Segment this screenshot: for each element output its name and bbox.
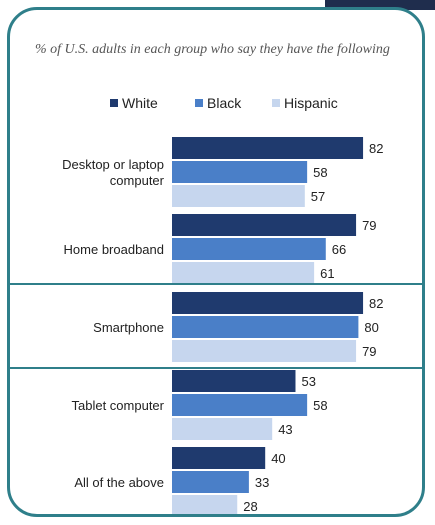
- category-label: computer: [110, 173, 165, 188]
- bar-value-label: 33: [255, 475, 269, 490]
- legend-label-black: Black: [207, 95, 242, 111]
- bar-value-label: 80: [364, 320, 378, 335]
- category-label: Desktop or laptop: [62, 157, 164, 172]
- bar-value-label: 43: [278, 422, 292, 437]
- bar-value-label: 53: [301, 374, 315, 389]
- category-label: All of the above: [74, 475, 164, 490]
- bar-white: [172, 137, 364, 159]
- bar-white: [172, 292, 364, 314]
- bar-value-label: 79: [362, 218, 376, 233]
- bar-hispanic: [172, 262, 315, 284]
- chart-subtitle: % of U.S. adults in each group who say t…: [35, 42, 390, 57]
- legend-swatch-black: [195, 99, 203, 107]
- legend-label-hispanic: Hispanic: [284, 95, 338, 111]
- bar-hispanic: [172, 185, 305, 207]
- bar-black: [172, 238, 326, 260]
- bar-value-label: 79: [362, 344, 376, 359]
- bar-white: [172, 370, 296, 392]
- bar-black: [172, 316, 359, 338]
- bar-hispanic: [172, 340, 357, 362]
- bar-black: [172, 394, 308, 416]
- category-label: Tablet computer: [72, 398, 165, 413]
- legend-item-black: Black: [195, 95, 241, 111]
- bar-value-label: 66: [332, 242, 346, 257]
- highlight-box-smartphone: [10, 283, 422, 369]
- bar-value-label: 40: [271, 451, 285, 466]
- bar-value-label: 82: [369, 296, 383, 311]
- corner-tab: [325, 0, 435, 10]
- category-label: Home broadband: [64, 242, 164, 257]
- bar-value-label: 82: [369, 141, 383, 156]
- bar-hispanic: [172, 418, 273, 440]
- bar-value-label: 57: [311, 189, 325, 204]
- category-label: Smartphone: [93, 320, 164, 335]
- legend-swatch-hispanic: [272, 99, 280, 107]
- legend-item-hispanic: Hispanic: [272, 95, 338, 111]
- chart-panel: % of U.S. adults in each group who say t…: [7, 7, 425, 517]
- bar-value-label: 58: [313, 165, 327, 180]
- bar-white: [172, 214, 357, 236]
- legend-swatch-white: [110, 99, 118, 107]
- bar-black: [172, 161, 308, 183]
- legend-item-white: White: [110, 95, 158, 111]
- bar-white: [172, 447, 266, 469]
- bar-black: [172, 471, 249, 493]
- bar-value-label: 28: [243, 499, 257, 514]
- legend-label-white: White: [122, 95, 158, 111]
- legend: White Black Hispanic: [10, 95, 422, 115]
- bar-value-label: 58: [313, 398, 327, 413]
- bar-hispanic: [172, 495, 238, 514]
- bar-value-label: 61: [320, 266, 334, 281]
